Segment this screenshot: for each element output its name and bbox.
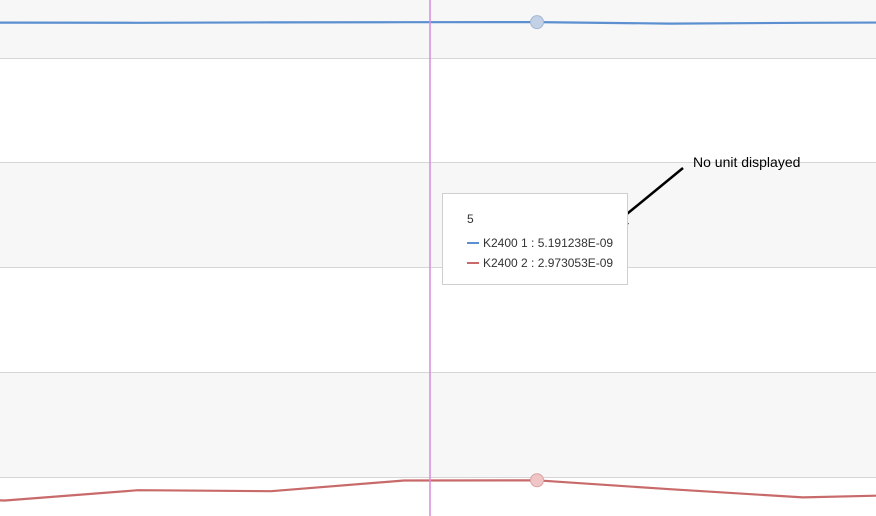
- tooltip-row-k2400-2: K2400 2 : 2.973053E-09: [467, 256, 613, 270]
- tooltip-title: 5: [467, 212, 474, 226]
- series-line-1: [0, 21, 876, 25]
- tooltip-row-k2400-1: K2400 1 : 5.191238E-09: [467, 236, 613, 250]
- hover-point-2: [530, 473, 544, 488]
- plot-band: [0, 0, 876, 58]
- series-line-2: [0, 479, 876, 502]
- annotation-arrow-shaft: [621, 167, 684, 219]
- tooltip-row-label: K2400 1 : 5.191238E-09: [483, 236, 614, 250]
- plot-band: [0, 162, 876, 267]
- annotation-label: No unit displayed: [693, 154, 801, 170]
- plot-band: [0, 372, 876, 477]
- legend-swatch-k2400-1: [467, 242, 479, 244]
- tooltip-row-label: K2400 2 : 2.973053E-09: [483, 256, 614, 270]
- legend-swatch-k2400-2: [467, 262, 479, 264]
- hover-point-1: [530, 15, 544, 30]
- tooltip: 5 K2400 1 : 5.191238E-09 K2400 2 : 2.973…: [442, 193, 628, 285]
